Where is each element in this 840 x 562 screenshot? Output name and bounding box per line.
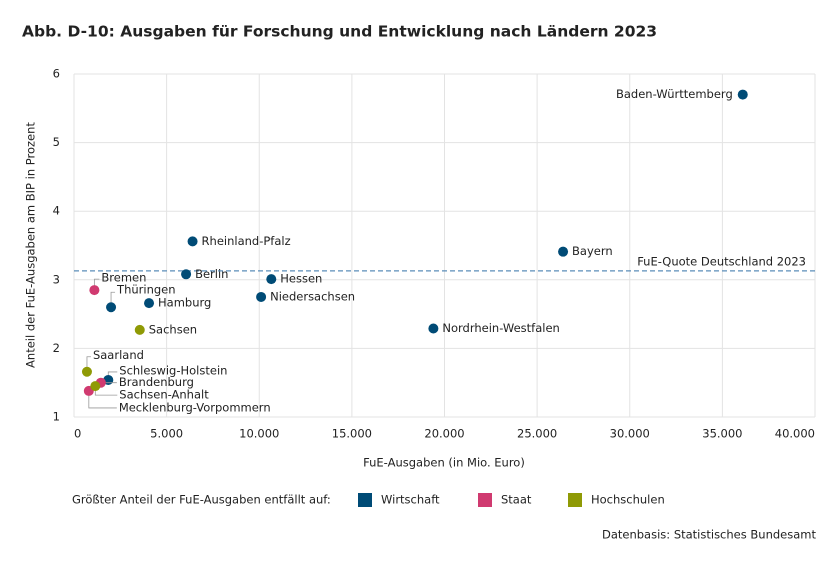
point-label: Baden-Württemberg xyxy=(616,87,733,101)
legend-label: Staat xyxy=(501,493,532,507)
point xyxy=(266,274,277,285)
x-tick-label: 25.000 xyxy=(517,427,557,441)
point xyxy=(737,89,748,100)
point-label: Hamburg xyxy=(158,296,211,310)
point-label: Bayern xyxy=(572,244,613,258)
legend-title: Größter Anteil der FuE-Ausgaben entfällt… xyxy=(72,493,331,507)
point xyxy=(558,246,569,257)
reference-label: FuE-Quote Deutschland 2023 xyxy=(637,254,806,268)
point-label: Schleswig-Holstein xyxy=(119,363,227,377)
point xyxy=(81,366,92,377)
point-label: Saarland xyxy=(93,348,144,362)
x-axis-title: FuE-Ausgaben (in Mio. Euro) xyxy=(363,456,525,470)
legend-swatch xyxy=(568,493,582,507)
point xyxy=(144,298,155,309)
x-tick-label: 15.000 xyxy=(332,427,372,441)
x-tick-label: 35.000 xyxy=(702,427,742,441)
point-label: Brandenburg xyxy=(119,375,194,389)
point xyxy=(134,324,145,335)
y-tick-label: 4 xyxy=(53,204,60,218)
point xyxy=(187,236,198,247)
source: Datenbasis: Statistisches Bundesamt xyxy=(602,528,816,542)
legend-swatch xyxy=(358,493,372,507)
x-tick-label: 5.000 xyxy=(150,427,183,441)
point xyxy=(90,381,101,392)
y-tick-label: 5 xyxy=(53,135,60,149)
point-label: Sachsen-Anhalt xyxy=(119,388,209,402)
point-label: Sachsen xyxy=(149,322,197,336)
x-tick-label: 30.000 xyxy=(610,427,650,441)
x-tick-label: 0 xyxy=(74,427,81,441)
x-tick-label: 20.000 xyxy=(424,427,464,441)
point-label: Rheinland-Pfalz xyxy=(202,234,291,248)
point-label: Bremen xyxy=(101,271,146,285)
point xyxy=(89,285,100,296)
y-tick-label: 1 xyxy=(53,410,60,424)
point-label: Mecklenburg-Vorpommern xyxy=(119,400,271,414)
x-tick-label: 10.000 xyxy=(239,427,279,441)
x-tick-label: 40.000 xyxy=(775,427,815,441)
point-label: Nordrhein-Westfalen xyxy=(442,321,559,335)
point xyxy=(106,302,117,313)
legend-label: Hochschulen xyxy=(591,493,665,507)
point-label: Niedersachsen xyxy=(270,289,355,303)
y-axis-title: Anteil der FuE-Ausgaben am BIP in Prozen… xyxy=(24,122,38,368)
y-tick-label: 3 xyxy=(53,272,60,286)
y-tick-label: 2 xyxy=(53,341,60,355)
y-tick-label: 6 xyxy=(53,67,60,81)
point xyxy=(181,269,192,280)
point xyxy=(428,323,439,334)
point-label: Hessen xyxy=(280,272,322,286)
legend-label: Wirtschaft xyxy=(381,493,440,507)
point-label: Thüringen xyxy=(116,283,175,297)
chart-title: Abb. D-10: Ausgaben für Forschung und En… xyxy=(22,23,657,41)
legend-swatch xyxy=(478,493,492,507)
point-label: Berlin xyxy=(195,267,228,281)
point xyxy=(256,291,267,302)
